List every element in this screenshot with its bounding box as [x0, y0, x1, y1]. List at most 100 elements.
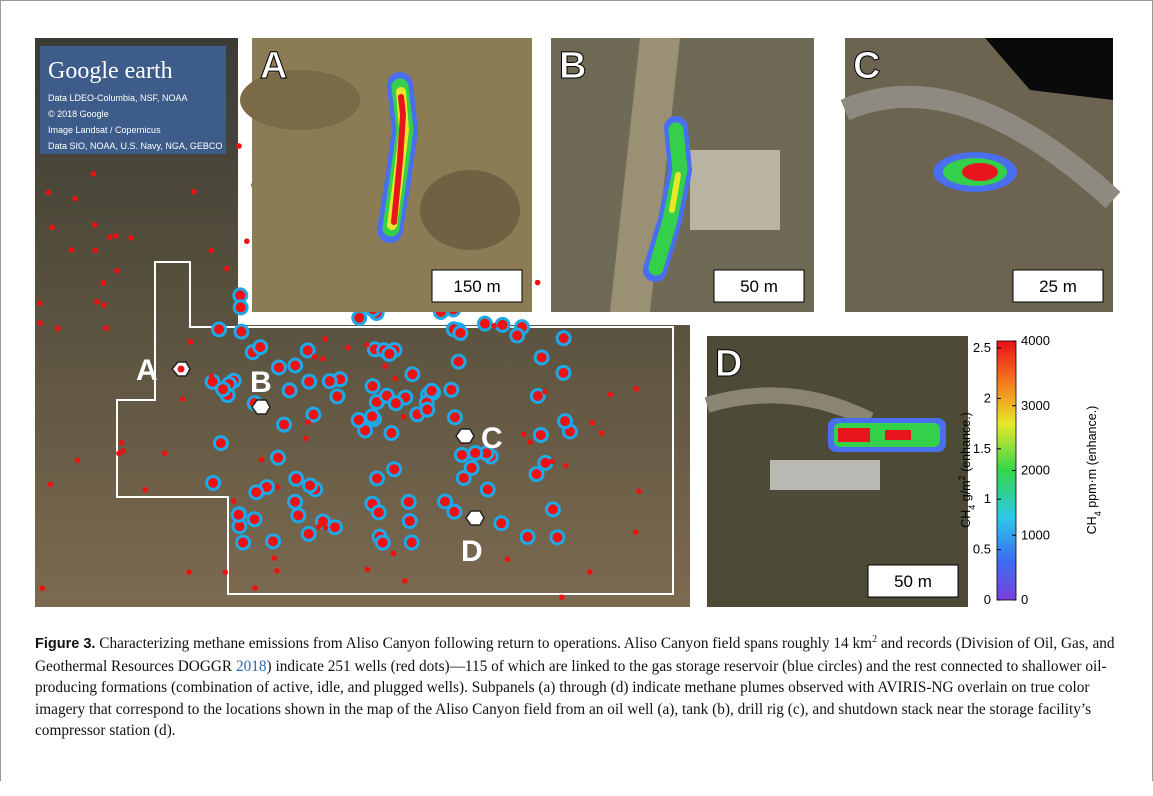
oil-well [632, 529, 639, 535]
caption-link[interactable]: 2018 [235, 657, 267, 675]
site-dot [177, 365, 185, 373]
oil-well [303, 435, 309, 442]
storage-well [403, 534, 420, 551]
oil-well [598, 430, 605, 436]
oil-well [222, 569, 229, 576]
oil-well [520, 431, 527, 438]
figure: Google earth Data LDEO-Columbia, NSF, NO… [35, 38, 1121, 607]
storage-well [476, 315, 493, 332]
panel-letter: C [853, 45, 880, 87]
caption-text: and records (Division of Oil, Gas, and G… [35, 635, 1115, 675]
oil-well [120, 448, 126, 454]
storage-well [246, 511, 263, 528]
storage-well [287, 357, 304, 374]
oil-well [607, 391, 614, 398]
plume [643, 116, 693, 282]
oil-well [230, 498, 237, 504]
scale-box [431, 269, 523, 303]
storage-well [557, 413, 574, 430]
oil-well [311, 353, 318, 360]
scale-label: 25 m [1039, 277, 1077, 296]
storage-well [386, 461, 403, 478]
colorbar-tick: 4000 [1021, 333, 1050, 348]
colorbar-tick: 0.5 [973, 542, 991, 557]
storage-well [329, 388, 346, 405]
oil-well [37, 320, 43, 326]
storage-well [401, 513, 418, 530]
oil-well [258, 456, 265, 463]
storage-well [290, 507, 307, 524]
storage-well [443, 381, 460, 398]
storage-well [351, 309, 368, 326]
oil-well [382, 363, 388, 370]
oil-well [491, 322, 497, 329]
storage-well [419, 401, 436, 418]
caption-text: Characterizing methane emissions from Al… [95, 635, 873, 653]
attribution: Image Landsat / Copernicus [48, 125, 161, 135]
panel-letter: B [559, 45, 586, 87]
oil-well [322, 524, 329, 531]
oil-well [274, 568, 280, 574]
storage-well [300, 525, 317, 542]
oil-well [244, 238, 250, 245]
terrain [420, 170, 520, 250]
oil-well [392, 375, 398, 382]
storage-well [404, 366, 421, 383]
storage-well [532, 426, 549, 443]
colorbar-tick: 1.5 [973, 441, 991, 456]
storage-well [452, 324, 469, 341]
oil-well [92, 247, 99, 254]
oil-well [190, 188, 197, 195]
caption: Figure 3. Characterizing methane emissio… [35, 629, 1120, 742]
oil-well [527, 439, 533, 446]
storage-well [230, 506, 247, 523]
oil-well [274, 484, 281, 490]
oil-well [320, 356, 326, 362]
storage-well [455, 469, 472, 486]
attribution: © 2018 Google [48, 109, 109, 119]
oil-well [93, 298, 100, 305]
storage-well [555, 330, 572, 347]
oil-well [100, 279, 107, 286]
colorbar-tick: 1 [984, 491, 991, 506]
storage-well [232, 299, 249, 316]
storage-well [446, 409, 463, 426]
logo: Google earth [48, 58, 173, 84]
storage-well [321, 373, 338, 390]
storage-well [549, 529, 566, 546]
oil-well [162, 450, 168, 456]
caption-label: Figure 3. [35, 636, 96, 653]
oil-well [252, 584, 258, 591]
caption-sup: 2 [872, 634, 878, 645]
oil-well [271, 555, 278, 561]
terrain [240, 70, 360, 130]
oil-well [322, 336, 329, 342]
oil-well [103, 325, 110, 331]
storage-well [301, 373, 318, 390]
storage-well [302, 477, 319, 494]
colorbar-tick: 0 [1021, 592, 1028, 607]
oil-well [45, 189, 52, 196]
oil-well [633, 386, 640, 392]
oil-well [187, 339, 194, 345]
oil-well [39, 585, 46, 592]
oil-well [542, 388, 548, 395]
oil-well [636, 488, 642, 495]
oil-well [236, 143, 242, 149]
site-label: A [136, 354, 158, 387]
site-label: B [250, 366, 272, 399]
panel-letter: A [260, 45, 287, 87]
storage-well [205, 474, 222, 491]
storage-well [423, 382, 440, 399]
well-markers [37, 59, 642, 600]
colorbar-tick: 0 [984, 592, 991, 607]
storage-well [370, 504, 387, 521]
storage-well [528, 466, 545, 483]
storage-well [233, 323, 250, 340]
oil-well [128, 234, 134, 241]
colorbar-tick: 1000 [1021, 527, 1050, 542]
storage-well [270, 359, 287, 376]
scale-box [1012, 269, 1104, 303]
oil-well [224, 265, 230, 272]
building [770, 460, 880, 490]
